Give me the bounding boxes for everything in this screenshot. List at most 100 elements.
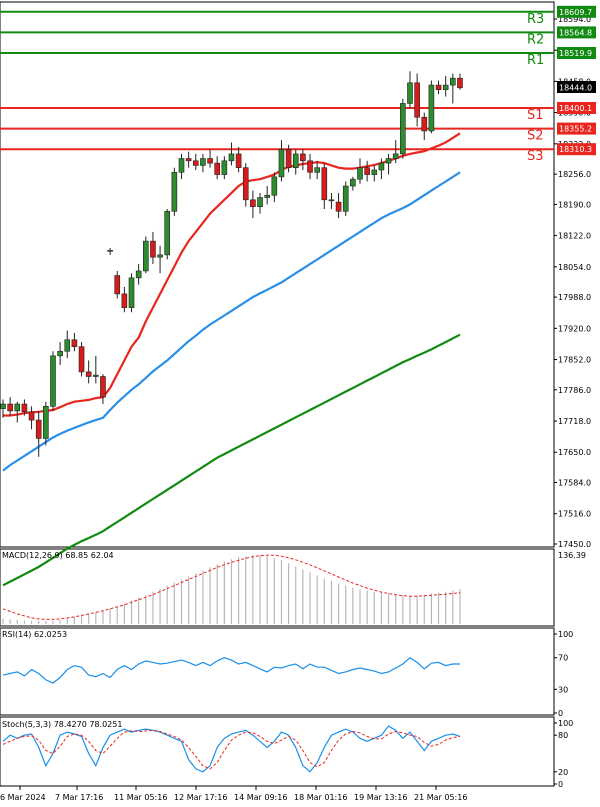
level-value-box: [557, 101, 596, 114]
candle-body: [285, 149, 292, 168]
price-tick-label: 17920.0: [558, 324, 591, 333]
level-value-label: 18310.3: [559, 145, 592, 154]
candle-body: [135, 270, 142, 279]
candle-body: [385, 158, 392, 164]
level-value-label: 18400.1: [559, 104, 592, 113]
pivot-level-lines: [0, 10, 554, 151]
macd-axis: 136.39: [558, 551, 586, 560]
time-tick-label: 19 Mar 13:16: [354, 793, 407, 802]
main-panel-frame: [0, 1, 555, 548]
candle-body: [357, 167, 363, 180]
time-tick-label: 18 Mar 01:16: [294, 793, 347, 802]
time-axis: 6 Mar 2024 7 Mar 17:16 11 Mar 05:16 12 Mar …: [0, 786, 467, 802]
time-tick-label: 11 Mar 05:16: [114, 793, 167, 802]
candle-body: [107, 249, 113, 252]
candle-body: [228, 153, 235, 162]
candle-body: [414, 82, 420, 118]
level-value-label: 18609.7: [559, 8, 592, 17]
price-tick-label: 18122.0: [558, 232, 591, 241]
stoch-main-path: [2, 725, 461, 773]
level-value-box: [557, 122, 596, 135]
price-tick-label: 17852.0: [558, 356, 591, 365]
price-tick-label: 17584.0: [558, 479, 591, 488]
candle-body: [50, 355, 56, 407]
price-tick-label: 17516.0: [558, 510, 591, 519]
stochastic-axis: 100 80 20 0: [554, 719, 573, 789]
rsi-tick-label: 0: [558, 709, 563, 718]
price-tick-label: 17650.0: [558, 448, 591, 457]
macd-tick-label: 136.39: [558, 551, 586, 560]
stoch-tick-label: 20: [558, 768, 568, 777]
candle-body: [93, 374, 99, 377]
candle-body: [342, 185, 349, 212]
price-tick-label: 17450.0: [558, 540, 591, 549]
time-tick-label: 21 Mar 05:16: [414, 793, 467, 802]
candle-body: [35, 419, 42, 439]
candle-body: [150, 240, 156, 258]
candle-body: [321, 167, 328, 201]
price-tick-label: 18594.0: [558, 15, 591, 24]
candle-body: [250, 199, 256, 207]
candle-body: [435, 84, 442, 90]
ma-line: [2, 171, 461, 472]
stoch-title: Stoch(5,3,3) 78.4270 78.0251: [2, 720, 122, 729]
candle-body: [171, 171, 178, 212]
candle-body: [428, 84, 435, 132]
candle-body: [71, 339, 78, 347]
time-tick-label: 12 Mar 17:16: [174, 793, 227, 802]
candle-body: [335, 201, 342, 212]
candle-body: [64, 339, 71, 352]
candle-body: [143, 240, 149, 272]
macd-histogram: [2, 555, 461, 624]
macd-panel-frame: [0, 548, 555, 627]
candle-body: [392, 153, 399, 159]
candle-body: [157, 254, 163, 258]
candle-body: [21, 403, 28, 413]
candle-body: [257, 197, 263, 207]
ma-line: [2, 333, 461, 587]
moving-average-lines: [2, 132, 461, 587]
candle-body: [128, 277, 135, 308]
level-label-r2: R2: [527, 32, 544, 47]
macd-signal-path: [2, 554, 461, 620]
candle-body: [78, 346, 85, 373]
candle-body: [457, 77, 463, 89]
candle-body: [407, 82, 413, 104]
candle-body: [450, 77, 456, 86]
candle-body: [164, 210, 171, 256]
candle-body: [85, 371, 92, 377]
candle-body: [421, 116, 428, 132]
level-value-box: [557, 47, 596, 60]
candle-body: [300, 153, 306, 162]
candle-body: [378, 162, 385, 171]
rsi-tick-label: 70: [558, 654, 568, 663]
current-price-box: [557, 81, 596, 93]
candle-body: [371, 169, 378, 175]
price-tick-label: 18256.0: [558, 170, 591, 179]
price-tick-label: 18054.0: [558, 263, 591, 272]
macd-signal-line: [2, 554, 461, 620]
pivot-level-labels: R3 18609.7 R2 18564.8 R1 18519.9 S1 18400.1 S2 18…: [527, 5, 596, 164]
candle-body: [214, 162, 220, 175]
rsi-path: [2, 656, 460, 684]
candle-body: [121, 293, 128, 308]
candle-body: [192, 160, 199, 166]
candle-body: [200, 158, 206, 166]
time-tick-label: 6 Mar 2024: [0, 793, 46, 802]
macd-title: MACD(12,26,9) 68.85 62.04: [2, 551, 114, 560]
level-label-s3: S3: [527, 149, 544, 164]
candle-body: [43, 406, 49, 439]
candle-body: [278, 149, 285, 178]
price-tick-label: 17988.0: [558, 293, 591, 302]
price-tick-label: 17718.0: [558, 417, 591, 426]
candle-body: [14, 403, 21, 412]
candle-body: [242, 167, 249, 201]
candle-body: [314, 167, 320, 173]
level-value-box: [557, 143, 596, 156]
price-tick-label: 18190.0: [558, 200, 591, 209]
candle-body: [271, 176, 278, 196]
candle-body: [264, 194, 270, 198]
rsi-title: RSI(14) 62.0253: [2, 630, 67, 639]
candle-body: [0, 403, 6, 409]
candle-body: [28, 411, 35, 421]
